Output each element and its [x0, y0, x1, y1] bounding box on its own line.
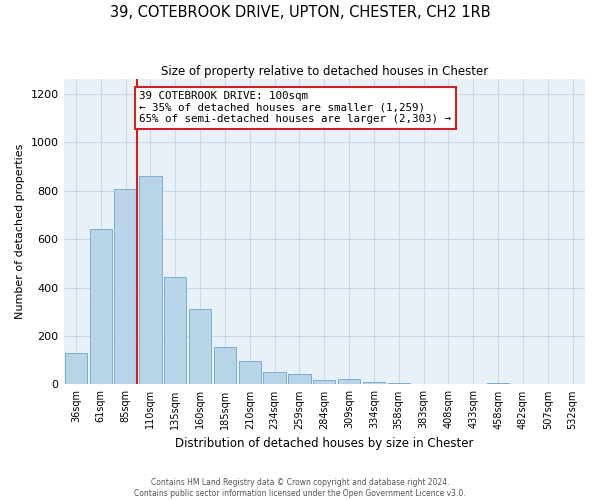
- Text: 39, COTEBROOK DRIVE, UPTON, CHESTER, CH2 1RB: 39, COTEBROOK DRIVE, UPTON, CHESTER, CH2…: [110, 5, 490, 20]
- Bar: [214, 347, 236, 385]
- Bar: [388, 383, 410, 384]
- Bar: [115, 190, 137, 384]
- Bar: [288, 374, 311, 384]
- Bar: [338, 379, 360, 384]
- Bar: [263, 372, 286, 384]
- X-axis label: Distribution of detached houses by size in Chester: Distribution of detached houses by size …: [175, 437, 473, 450]
- Bar: [189, 310, 211, 384]
- Bar: [363, 382, 385, 384]
- Bar: [164, 276, 187, 384]
- Title: Size of property relative to detached houses in Chester: Size of property relative to detached ho…: [161, 65, 488, 78]
- Text: 39 COTEBROOK DRIVE: 100sqm
← 35% of detached houses are smaller (1,259)
65% of s: 39 COTEBROOK DRIVE: 100sqm ← 35% of deta…: [139, 92, 451, 124]
- Bar: [139, 176, 161, 384]
- Bar: [65, 353, 87, 384]
- Bar: [313, 380, 335, 384]
- Bar: [487, 383, 509, 384]
- Text: Contains HM Land Registry data © Crown copyright and database right 2024.
Contai: Contains HM Land Registry data © Crown c…: [134, 478, 466, 498]
- Bar: [89, 230, 112, 384]
- Bar: [239, 362, 261, 384]
- Y-axis label: Number of detached properties: Number of detached properties: [15, 144, 25, 320]
